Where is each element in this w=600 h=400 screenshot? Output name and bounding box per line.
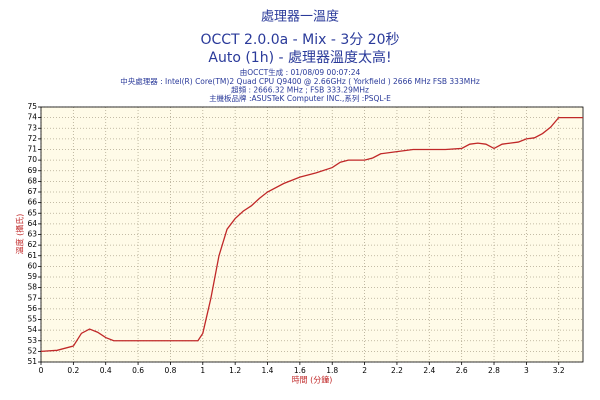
y-tick-label: 57 bbox=[27, 293, 37, 302]
info-line: 超頻 : 2666.32 MHz ; FSB 333.29MHz bbox=[231, 85, 369, 95]
y-tick-label: 56 bbox=[27, 304, 37, 313]
y-tick-label: 70 bbox=[27, 155, 37, 164]
x-tick-label: 2.8 bbox=[488, 366, 500, 375]
x-tick-label: 1 bbox=[200, 366, 205, 375]
y-tick-label: 66 bbox=[27, 198, 37, 207]
info-line: 中央處理器 : Intel(R) Core(TM)2 Quad CPU Q940… bbox=[120, 76, 480, 86]
y-tick-label: 71 bbox=[27, 145, 37, 154]
info-line: 由OCCT生成 : 01/08/09 00:07:24 bbox=[240, 67, 361, 77]
y-tick-label: 63 bbox=[27, 230, 37, 239]
y-tick-label: 52 bbox=[27, 346, 37, 355]
x-tick-label: 2.6 bbox=[456, 366, 468, 375]
y-tick-label: 72 bbox=[27, 134, 37, 143]
x-tick-label: 1.6 bbox=[294, 366, 306, 375]
y-axis-label: 溫度 (攝氏) bbox=[15, 214, 25, 255]
y-tick-label: 59 bbox=[27, 272, 37, 281]
x-tick-label: 2 bbox=[362, 366, 367, 375]
y-tick-label: 62 bbox=[27, 240, 37, 249]
x-tick-label: 1.4 bbox=[262, 366, 274, 375]
x-tick-label: 3 bbox=[524, 366, 529, 375]
subtitle: OCCT 2.0.0a - Mix - 3分 20秒 bbox=[200, 32, 399, 48]
y-tick-label: 67 bbox=[27, 187, 37, 196]
subtitle: Auto (1h) - 處理器溫度太高! bbox=[208, 49, 391, 66]
y-tick-label: 51 bbox=[27, 357, 37, 366]
x-tick-label: 0.2 bbox=[67, 366, 79, 375]
y-tick-label: 69 bbox=[27, 166, 37, 175]
info-line: 主機板品牌 :ASUSTeK Computer INC.,系列 :PSQL-E bbox=[209, 93, 391, 103]
y-tick-label: 68 bbox=[27, 176, 37, 185]
x-tick-label: 0 bbox=[39, 366, 44, 375]
y-tick-label: 55 bbox=[27, 315, 37, 324]
plot-frame bbox=[40, 106, 584, 363]
temperature-line bbox=[40, 116, 583, 353]
x-tick-label: 1.8 bbox=[326, 366, 338, 375]
y-tick-label: 54 bbox=[27, 325, 37, 334]
y-tick-label: 60 bbox=[27, 261, 37, 270]
y-tick-label: 61 bbox=[27, 251, 37, 260]
y-tick-label: 65 bbox=[27, 208, 37, 217]
y-tick-label: 74 bbox=[27, 113, 37, 122]
x-tick-label: 0.4 bbox=[100, 366, 112, 375]
y-tick-label: 53 bbox=[27, 336, 37, 345]
y-tick-label: 75 bbox=[27, 102, 37, 111]
y-tick-label: 64 bbox=[27, 219, 37, 228]
x-tick-label: 0.8 bbox=[164, 366, 176, 375]
x-tick-label: 1.2 bbox=[229, 366, 241, 375]
x-tick-label: 2.4 bbox=[423, 366, 435, 375]
x-tick-label: 3.2 bbox=[553, 366, 565, 375]
x-tick-label: 0.6 bbox=[132, 366, 144, 375]
x-axis-label: 時間 (分鐘) bbox=[292, 375, 333, 385]
chart-title: 處理器一溫度 bbox=[261, 9, 339, 25]
y-tick-label: 58 bbox=[27, 283, 37, 292]
y-tick-label: 73 bbox=[27, 123, 37, 132]
x-tick-label: 2.2 bbox=[391, 366, 403, 375]
